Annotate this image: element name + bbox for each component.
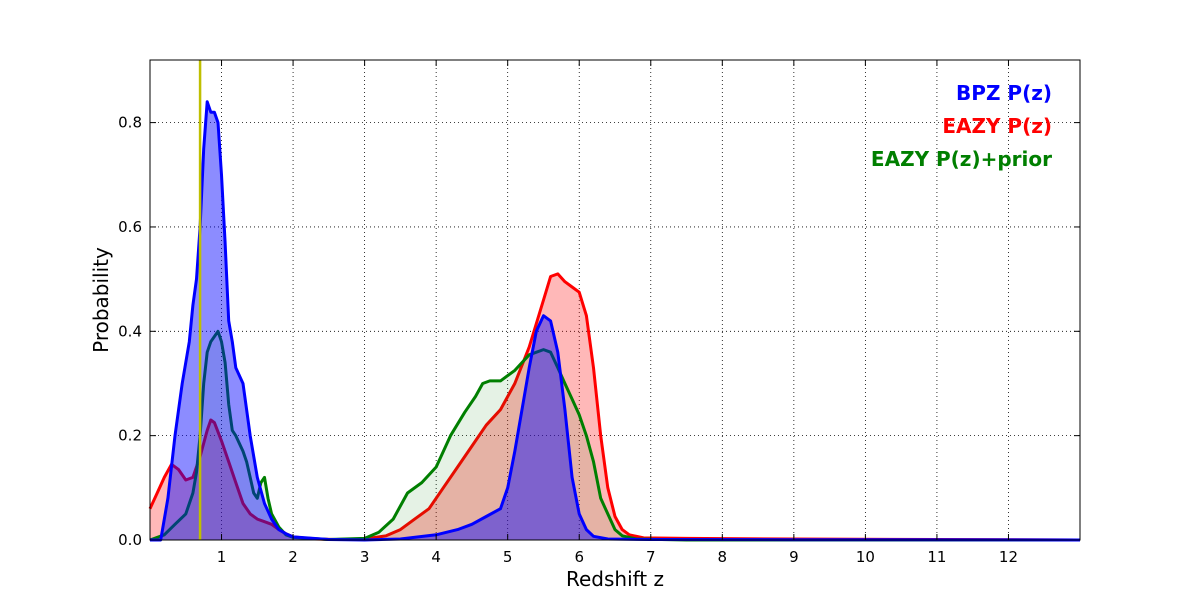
- axis-ticks: 1 2 3 4 5 6 7 8 9 10 11 120.00.20.40.60.8: [118, 60, 1080, 566]
- grid-lines: [150, 60, 1080, 541]
- x-tick-label: 4: [431, 548, 441, 566]
- x-tick-label: 7: [646, 548, 656, 566]
- legend-label-eazy: EAZY P(z): [942, 114, 1052, 138]
- y-tick-label: 0.4: [118, 322, 142, 340]
- y-tick-label: 0.2: [118, 427, 142, 445]
- x-tick-label: 8: [718, 548, 728, 566]
- series-area-0: [150, 273, 1080, 540]
- x-tick-label: 11: [927, 548, 946, 566]
- x-tick-label: 3: [360, 548, 370, 566]
- y-axis-label: Probability: [89, 247, 113, 353]
- series-line-0: [148, 272, 1081, 542]
- y-tick-label: 0.0: [118, 531, 142, 549]
- plot-frame: [149, 59, 1081, 541]
- x-axis-label: Redshift z: [566, 567, 664, 591]
- x-tick-label: 10: [856, 548, 875, 566]
- series-area-1: [150, 331, 1080, 540]
- series-areas: [148, 100, 1081, 542]
- x-tick-label: 2: [288, 548, 298, 566]
- x-tick-label: 6: [574, 548, 584, 566]
- legend-label-bpz: BPZ P(z): [956, 81, 1052, 105]
- legend-label-eazy-prior: EAZY P(z)+prior: [871, 147, 1052, 171]
- series-area-2: [150, 101, 1080, 540]
- x-tick-label: 9: [789, 548, 799, 566]
- x-tick-label: 12: [999, 548, 1018, 566]
- x-tick-label: 5: [503, 548, 513, 566]
- x-tick-label: 1: [217, 548, 227, 566]
- y-tick-label: 0.8: [118, 114, 142, 132]
- y-tick-label: 0.6: [118, 218, 142, 236]
- legend: BPZ P(z) EAZY P(z) EAZY P(z)+prior: [871, 81, 1052, 171]
